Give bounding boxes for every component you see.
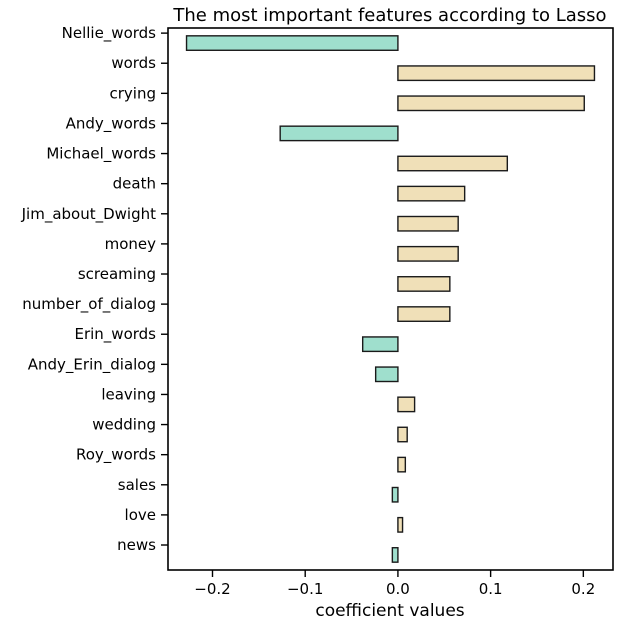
bars-group [185,35,596,563]
plot-frame [167,27,614,571]
y-tick-label-crying: crying [110,84,157,102]
bar-number-of-dialog [397,306,451,322]
bar-jim-about-dwight [397,215,459,232]
chart-title: The most important features according to… [172,5,606,26]
bar-news [391,547,399,563]
x-tick-label-0: −0.2 [194,580,230,598]
y-tick-label-screaming: screaming [78,265,156,283]
bar-screaming [397,276,451,292]
bar-nellie-words [185,35,399,51]
y-tick-label-roy-words: Roy_words [76,446,156,465]
x-tick-label-3: 0.1 [479,580,503,598]
bar-michael-words [397,155,509,172]
bar-money [397,245,459,262]
y-tick-label-number-of-dialog: number_of_dialog [22,295,156,314]
y-tick-label-andy-words: Andy_words [66,114,157,133]
bar-andy-words [279,125,399,142]
y-tick-label-news: news [117,536,156,554]
y-tick-label-nellie-words: Nellie_words [62,24,157,43]
y-tick-label-words: words [111,54,156,72]
y-tick-label-leaving: leaving [101,385,156,403]
bar-sales [391,486,399,503]
y-tick-label-andy-erin-dialog: Andy_Erin_dialog [28,355,156,374]
x-axis: −0.2 −0.1 0.0 0.1 0.2 [194,570,595,598]
x-axis-label: coefficient values [315,601,464,621]
bar-death [397,185,466,202]
y-tick-label-jim-about-dwight: Jim_about_Dwight [21,205,156,224]
y-tick-label-michael-words: Michael_words [46,145,156,164]
x-tick-label-2: 0.0 [386,580,410,598]
bar-erin-words [361,336,399,353]
y-tick-label-sales: sales [118,476,156,494]
bar-love [397,516,404,533]
bar-andy-erin-dialog [374,366,399,383]
y-tick-label-love: love [125,506,156,524]
bar-wedding [397,426,408,443]
bar-roy-words [397,456,407,473]
x-tick-label-1: −0.1 [287,580,323,598]
y-tick-label-money: money [105,235,157,253]
bar-leaving [397,396,416,413]
y-tick-label-wedding: wedding [92,416,156,434]
x-tick-label-4: 0.2 [571,580,595,598]
bar-words [397,65,596,82]
bar-crying [397,95,585,112]
y-tick-label-erin-words: Erin_words [74,325,156,344]
y-tick-label-death: death [113,175,156,193]
